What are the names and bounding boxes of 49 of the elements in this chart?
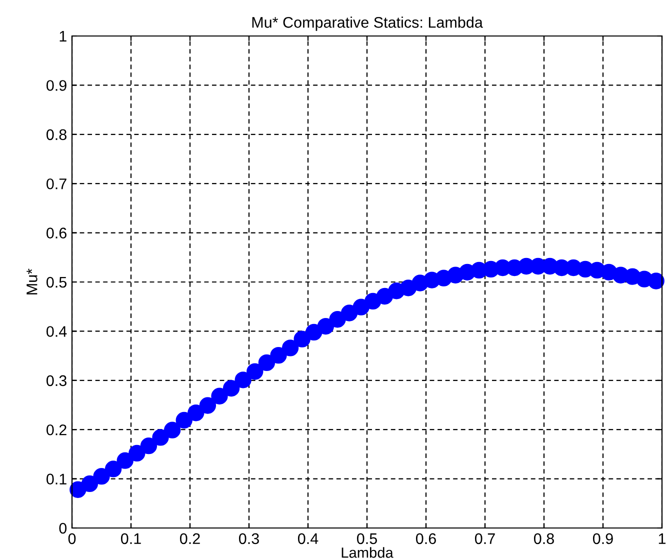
point: [211, 388, 228, 404]
point: [222, 380, 240, 397]
point: [140, 438, 158, 454]
x-tick-label: 0.1: [120, 533, 141, 544]
point: [164, 422, 181, 438]
point: [340, 304, 358, 322]
x-axis-title: Lambda: [342, 547, 394, 558]
y-tick-label: 0.7: [46, 178, 66, 190]
y-tick-label: 0.1: [46, 474, 66, 484]
x-tick-label: 1: [658, 533, 666, 544]
y-tick-label: 0.2: [46, 424, 66, 436]
x-tick-label: 0.5: [356, 533, 377, 544]
point: [306, 324, 322, 341]
y-tick-label: 0.8: [46, 129, 66, 140]
point: [104, 460, 122, 478]
y-axis-title: Mu*: [26, 268, 38, 294]
y-tick-label: 0: [59, 522, 67, 534]
point: [246, 363, 264, 380]
point: [282, 340, 299, 356]
y-tick-label: 0.5: [46, 276, 66, 288]
y-tick-label: 1: [60, 31, 66, 42]
point: [81, 475, 98, 492]
point: [93, 468, 110, 485]
point: [188, 404, 204, 422]
point: [329, 311, 346, 328]
x-tick-label: 0: [68, 533, 76, 544]
y-tick-label: 0.3: [46, 375, 66, 386]
point: [116, 452, 134, 469]
x-tick-label: 0.4: [298, 533, 318, 544]
x-tick-label: 0.7: [474, 533, 495, 544]
point: [317, 318, 334, 335]
x-tick-label: 0.6: [416, 533, 436, 544]
x-tick-label: 0.9: [592, 533, 613, 544]
y-tick-label: 0.9: [46, 80, 66, 91]
point: [176, 412, 192, 429]
y-tick-label: 0.6: [46, 228, 66, 238]
point: [199, 397, 216, 414]
point: [648, 272, 664, 290]
x-tick-label: 0.8: [534, 533, 554, 544]
point: [128, 444, 146, 462]
point: [270, 346, 287, 364]
x-tick-label: 0.2: [180, 533, 200, 544]
point: [152, 429, 169, 446]
point: [294, 330, 310, 348]
point: [258, 354, 276, 372]
chart-title: Mu* Comparative Statics: Lambda: [252, 16, 483, 31]
x-tick-label: 0.3: [238, 533, 259, 544]
point: [234, 372, 252, 388]
y-tick-label: 0.4: [46, 326, 67, 337]
